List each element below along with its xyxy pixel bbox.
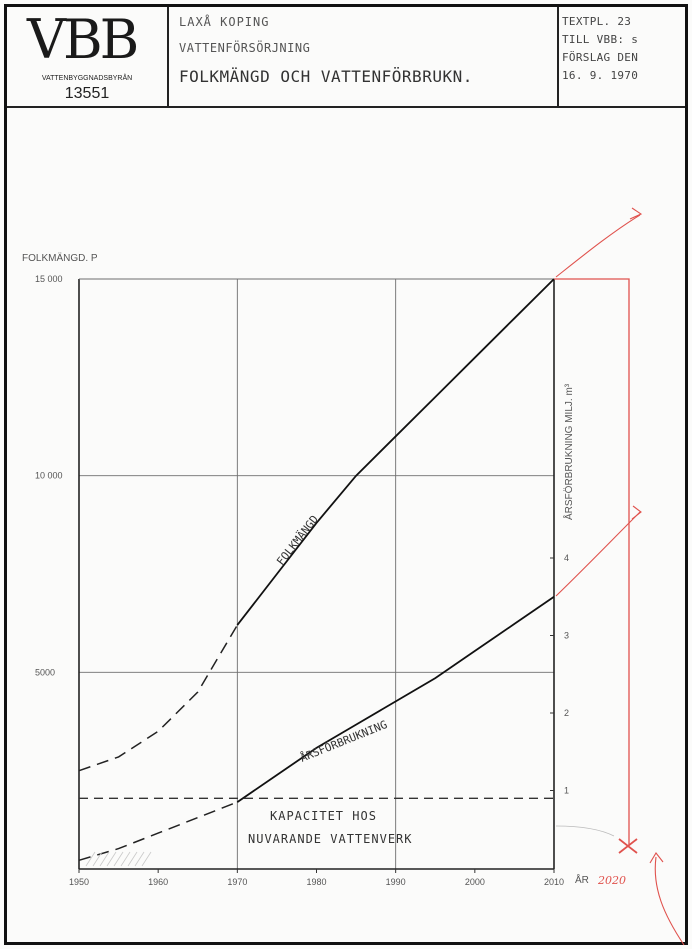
x-tick-label: 1980 <box>306 877 326 887</box>
gridlines <box>79 279 554 869</box>
sheet-border <box>4 4 688 945</box>
y-axis-left-title: FOLKMÄNGD. P <box>22 252 98 264</box>
folkmangd-curve-historic <box>78 624 238 772</box>
project-subject: VATTENFÖRSÖRJNING <box>179 41 311 55</box>
red-arrow-upper <box>555 214 641 278</box>
x-tick-label: 1970 <box>227 877 247 887</box>
x-axis-title: ÅR <box>575 873 589 886</box>
y-right-tick-label: 1 <box>564 786 569 796</box>
x-tick-label: 2010 <box>544 877 564 887</box>
company-name: VATTENBYGGNADSBYRÅN <box>41 75 133 82</box>
arsforbrukning-curve-historic <box>78 801 238 862</box>
handwritten-year: 2020 <box>597 874 626 887</box>
pencil-mark <box>555 825 615 837</box>
hatch-mark <box>85 851 96 867</box>
text-plate-ref: TEXTPL. 23 <box>562 15 632 28</box>
folkmangd-curve-forecast <box>236 278 555 626</box>
capacity-label-line1: KAPACITET HOS <box>270 809 377 823</box>
y-right-tick-label: 3 <box>564 631 569 641</box>
project-location: LAXÅ KOPING <box>179 15 270 29</box>
red-pointer-arrowhead <box>649 852 664 864</box>
red-pointer-arrow <box>654 856 685 946</box>
series-layer <box>78 278 555 862</box>
arsforbrukning-curve-forecast <box>236 596 555 803</box>
capacity-label-line2: NUVARANDE VATTENVERK <box>248 832 413 846</box>
red-arrow-lower <box>555 511 641 597</box>
annotations-layer <box>85 207 685 946</box>
y-left-tick-label: 15 000 <box>35 274 63 284</box>
hatch-mark <box>127 851 138 867</box>
proposal-ref: FÖRSLAG DEN <box>562 51 639 64</box>
y-left-tick-label: 5000 <box>35 667 55 677</box>
hatch-mark <box>113 851 124 867</box>
title-cell: LAXÅ KOPING VATTENFÖRSÖRJNING FOLKMÄNGD … <box>167 7 559 106</box>
y-right-tick-label: 2 <box>564 708 569 718</box>
hatch-mark <box>106 851 117 867</box>
y-axis-right-title: ÅRSFÖRBRUKNING MILJ. m³ <box>562 383 575 520</box>
title-block: VBB VATTENBYGGNADSBYRÅN 13551 LAXÅ KOPIN… <box>7 7 685 108</box>
hatch-mark <box>141 851 152 867</box>
x-tick-label: 1950 <box>69 877 89 887</box>
y-left-tick-label: 10 000 <box>35 471 63 481</box>
x-tick-label: 1960 <box>148 877 168 887</box>
logo-cell: VBB VATTENBYGGNADSBYRÅN 13551 <box>7 7 169 106</box>
y-right-tick-label: 4 <box>564 553 569 563</box>
red-cross-mark <box>618 838 638 854</box>
reference-cell: TEXTPL. 23 TILL VBB: s FÖRSLAG DEN 16. 9… <box>557 7 685 106</box>
axes: 1950 1960 1970 1980 1990 2000 2010 5000 10 000 15… <box>35 274 569 887</box>
x-tick-label: 1990 <box>386 877 406 887</box>
proposal-date: 16. 9. 1970 <box>562 69 639 82</box>
hatch-mark <box>120 851 131 867</box>
hatch-mark <box>134 851 145 867</box>
x-tick-label: 2000 <box>465 877 485 887</box>
company-logo: VBB <box>27 8 139 71</box>
drawing-title: FOLKMÄNGD OCH VATTENFÖRBRUKN. <box>179 67 473 86</box>
red-arrowhead-lower <box>631 505 642 520</box>
red-extension-bracket <box>554 278 630 845</box>
to-vbb-ref: TILL VBB: s <box>562 33 639 46</box>
red-arrowhead-upper <box>629 207 643 220</box>
hatch-mark <box>99 851 110 867</box>
folkmangd-curve-label: FOLKMÄNGD <box>274 513 321 568</box>
hatch-mark <box>92 851 103 867</box>
drawing-number: 13551 <box>64 85 110 102</box>
arsforbrukning-curve-label: ÅRSFÖRBRUKNING <box>298 718 389 765</box>
